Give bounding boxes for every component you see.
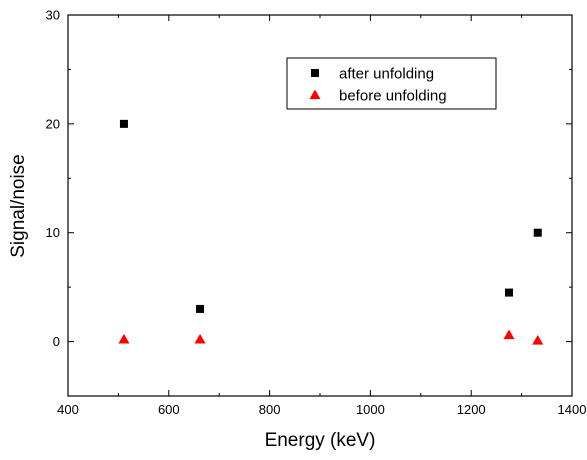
before-unfolding-point [194, 333, 206, 344]
after-unfolding-point [505, 288, 513, 297]
y-axis-title: Signal/noise [8, 154, 29, 258]
x-tick-label: 800 [259, 402, 281, 417]
before-unfolding-point [503, 329, 515, 340]
after-unfolding-point [196, 304, 205, 313]
axis-ticks: 400 600 800 1000 1200 1400 0 10 20 30 [46, 8, 587, 418]
legend-after-unfolding-marker [311, 69, 319, 77]
x-tick-label: 1000 [356, 402, 385, 417]
after-unfolding-point [119, 119, 128, 128]
x-tick-label: 400 [57, 402, 79, 417]
x-tick-label: 600 [158, 402, 180, 417]
legend-before-unfolding-label: before unfolding [339, 88, 447, 105]
y-tick-label: 20 [46, 116, 60, 131]
legend-box [286, 57, 497, 110]
legend-after-unfolding-label: after unfolding [339, 66, 434, 83]
y-tick-label: 10 [46, 225, 60, 240]
y-tick-label: 0 [53, 334, 60, 349]
x-axis-title: Energy (keV) [265, 430, 376, 451]
before-unfolding-point [532, 334, 544, 345]
x-tick-label: 1400 [558, 402, 587, 417]
after-unfolding-point [533, 228, 542, 237]
x-tick-label: 1200 [457, 402, 486, 417]
y-tick-label: 30 [46, 8, 60, 23]
data-points [118, 119, 544, 345]
before-unfolding-point [118, 333, 130, 344]
legend: after unfolding before unfolding [286, 57, 497, 110]
legend-before-unfolding-marker [309, 89, 321, 100]
